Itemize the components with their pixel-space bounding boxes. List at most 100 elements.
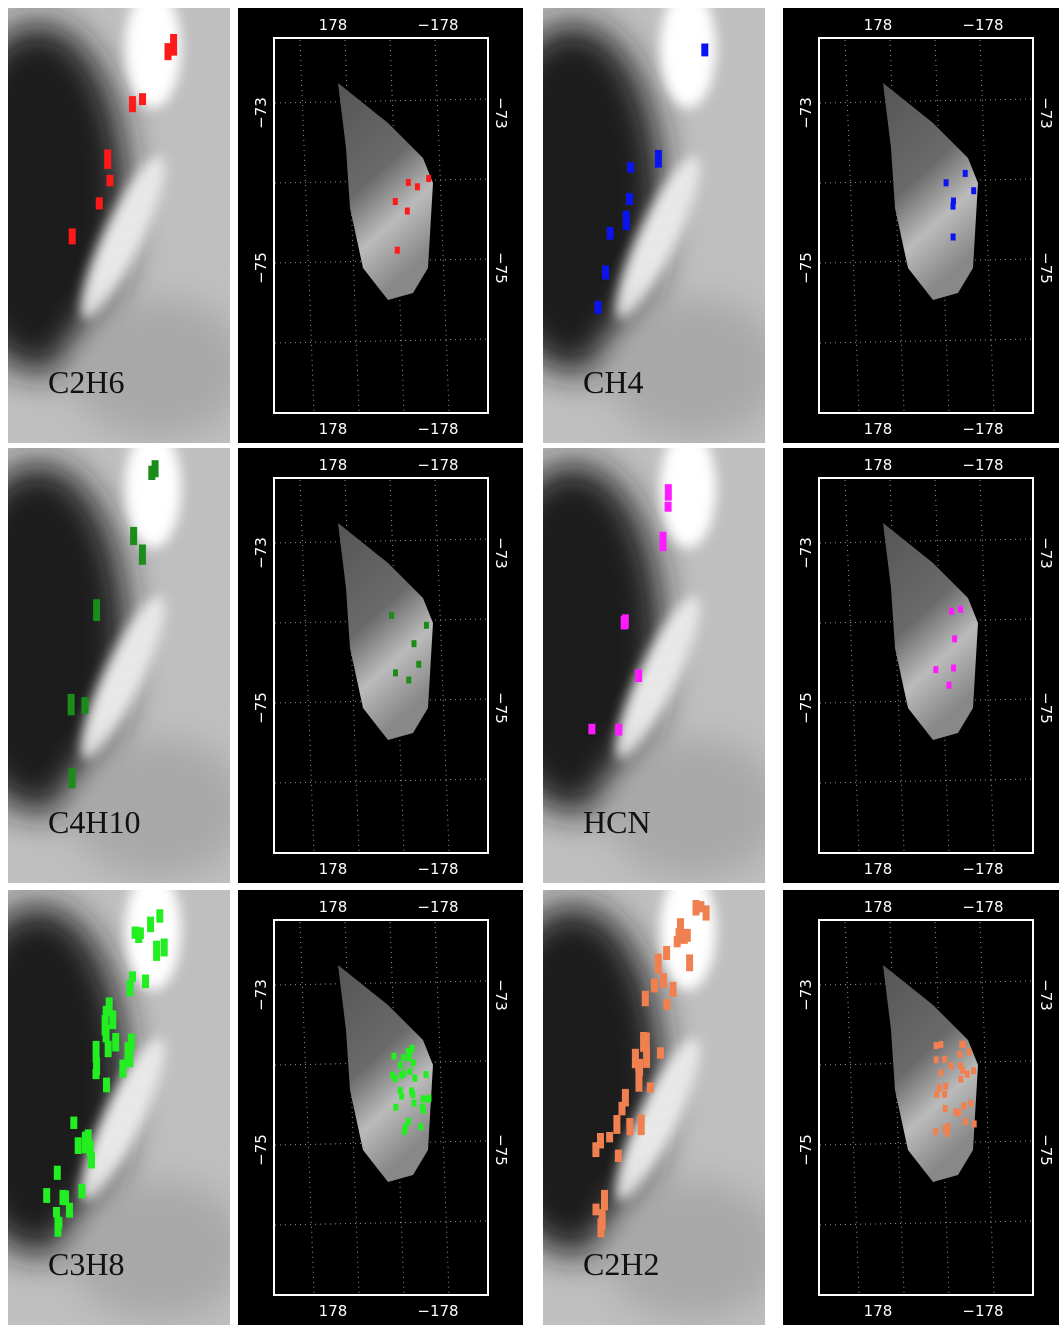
detection-pixel — [128, 1034, 135, 1051]
map-pixel — [398, 1062, 403, 1069]
gray-image: C2H2 — [483, 870, 783, 1325]
lon-tick-label: 178 — [864, 16, 893, 34]
detection-pixel — [622, 1089, 629, 1107]
lat-tick-label: −75 — [797, 252, 815, 284]
map-pixel — [971, 1067, 976, 1074]
map-panel: 178178−178−178−73−73−75−75 — [238, 448, 523, 883]
lon-tick-label: 178 — [864, 1302, 893, 1320]
detection-pixel — [638, 1115, 645, 1135]
lon-tick-label: −178 — [417, 1302, 458, 1320]
detection-pixel — [615, 724, 622, 736]
lon-tick-label: −178 — [417, 860, 458, 878]
lat-tick-label: −73 — [492, 537, 510, 569]
detection-pixel — [664, 999, 671, 1010]
map-pixel — [947, 682, 952, 689]
lon-tick-label: 178 — [319, 456, 348, 474]
map-pixel — [951, 234, 956, 241]
map-pixel — [933, 1128, 938, 1135]
species-label: C2H6 — [48, 364, 124, 400]
map-pixel — [406, 1118, 411, 1125]
detection-pixel — [660, 973, 667, 988]
map-pixel — [398, 1087, 403, 1094]
map-pixel — [390, 1072, 395, 1079]
map-pixel — [958, 606, 963, 613]
lat-tick-label: −75 — [1037, 692, 1055, 724]
detection-pixel — [109, 1010, 116, 1029]
detection-pixel — [55, 1217, 62, 1229]
species-label: HCN — [583, 804, 651, 840]
detection-pixel — [622, 614, 629, 628]
detection-pixel — [606, 1132, 613, 1142]
detection-pixel — [156, 909, 163, 922]
map-pixel — [415, 183, 420, 190]
map-panel: 178178−178−178−73−73−75−75 — [238, 890, 523, 1325]
map-pixel — [951, 665, 956, 672]
detection-pixel — [78, 1184, 85, 1199]
detection-pixel — [601, 1190, 608, 1210]
detection-pixel — [660, 532, 667, 551]
detection-pixel — [75, 1137, 82, 1154]
lon-tick-label: −178 — [962, 860, 1003, 878]
map-pixel — [412, 640, 417, 647]
lon-tick-label: −178 — [962, 456, 1003, 474]
lat-tick-label: −75 — [1037, 252, 1055, 284]
detection-pixel — [107, 175, 114, 186]
detection-pixel — [647, 1082, 654, 1092]
map-pixel — [411, 1059, 416, 1066]
gray-image: C2H6 — [0, 0, 248, 443]
map-pixel — [952, 635, 957, 642]
detection-pixel — [147, 917, 154, 933]
lon-tick-label: 178 — [319, 860, 348, 878]
species-label: C4H10 — [48, 804, 140, 840]
map-pixel — [967, 1049, 972, 1056]
detection-pixel — [636, 1059, 643, 1076]
detection-pixel — [607, 227, 614, 240]
map-pixel — [971, 187, 976, 194]
map-panel: 178178−178−178−73−73−75−75 — [783, 8, 1059, 443]
lon-tick-label: 178 — [319, 1302, 348, 1320]
map-pixel — [944, 179, 949, 186]
map-panel: 178178−178−178−73−73−75−75 — [238, 8, 523, 443]
lon-tick-label: −178 — [962, 420, 1003, 438]
detection-pixel — [152, 460, 159, 477]
map-panel: 178178−178−178−73−73−75−75 — [783, 448, 1059, 883]
detection-pixel — [595, 301, 602, 314]
lat-tick-label: −75 — [252, 692, 270, 724]
lat-tick-label: −75 — [1037, 1134, 1055, 1166]
detection-pixel — [103, 1006, 110, 1017]
lat-tick-label: −73 — [492, 97, 510, 129]
detection-pixel — [127, 980, 134, 996]
detection-pixel — [153, 941, 160, 961]
lon-tick-label: −178 — [417, 16, 458, 34]
map-pixel — [943, 1083, 948, 1090]
detection-pixel — [599, 1209, 606, 1230]
lon-tick-label: −178 — [962, 16, 1003, 34]
map-pixel — [418, 1123, 423, 1130]
map-pixel — [426, 175, 431, 182]
map-pixel — [392, 1053, 397, 1060]
detection-pixel — [70, 1117, 77, 1129]
detection-pixel — [119, 1060, 126, 1078]
map-pixel — [934, 1042, 939, 1049]
lon-tick-label: −178 — [417, 456, 458, 474]
map-pixel — [972, 1120, 977, 1127]
lat-tick-label: −73 — [1037, 537, 1055, 569]
detection-pixel — [130, 527, 137, 545]
map-pixel — [401, 1070, 406, 1077]
detection-pixel — [43, 1188, 50, 1203]
lat-tick-label: −75 — [492, 252, 510, 284]
map-pixel — [424, 1071, 429, 1078]
map-pixel — [968, 1100, 973, 1107]
detection-pixel — [137, 928, 144, 940]
detection-pixel — [593, 1204, 600, 1216]
lat-tick-label: −73 — [492, 979, 510, 1011]
detection-pixel — [170, 34, 177, 56]
detection-pixel — [129, 96, 136, 112]
detection-pixel — [627, 162, 634, 173]
detection-pixel — [655, 150, 662, 168]
detection-pixel — [69, 768, 76, 788]
detection-pixel — [643, 1033, 650, 1052]
map-pixel — [949, 608, 954, 615]
map-pixel — [937, 1085, 942, 1092]
detection-pixel — [142, 975, 149, 989]
